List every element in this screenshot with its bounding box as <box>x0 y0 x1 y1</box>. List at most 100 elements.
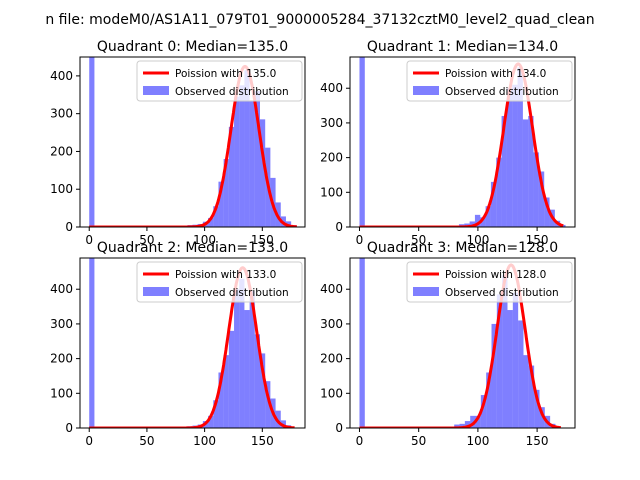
y-tick-label: 100 <box>50 386 73 400</box>
histogram-bar <box>234 96 240 227</box>
histogram-bar <box>517 67 523 227</box>
legend-frame <box>136 261 303 303</box>
legend-swatch-observed <box>143 86 169 95</box>
subplot-title: Quadrant 2: Median=133.0 <box>97 240 288 256</box>
x-tick-label: 150 <box>526 233 549 247</box>
histogram-bar <box>239 85 245 227</box>
x-tick-label: 0 <box>85 233 93 247</box>
histogram-bar <box>522 119 529 227</box>
subplot-title: Quadrant 0: Median=135.0 <box>97 39 288 55</box>
x-tick-label: 50 <box>139 434 154 448</box>
y-tick-label: 400 <box>320 81 343 95</box>
axes-frame <box>79 56 306 228</box>
x-tick-label: 50 <box>411 434 426 448</box>
legend-label-poisson: Poission with 134.0 <box>445 68 546 80</box>
histogram-bar <box>496 157 502 227</box>
histogram-bar <box>486 372 492 428</box>
histogram-bar <box>249 100 255 227</box>
histogram-bar <box>223 159 229 227</box>
histogram-bar <box>544 197 550 227</box>
x-tick-label: 100 <box>193 233 216 247</box>
histogram-bar <box>480 395 487 428</box>
legend-frame <box>406 261 573 303</box>
y-tick-label: 300 <box>50 317 73 331</box>
x-tick-label: 100 <box>466 233 489 247</box>
legend-label-poisson: Poission with 135.0 <box>175 68 276 80</box>
histogram-bar <box>528 365 535 428</box>
histogram-bar <box>244 70 250 227</box>
y-tick-label: 300 <box>50 107 73 121</box>
legend: Poission with 128.0 Observed distribution <box>406 261 573 303</box>
histogram-bar <box>254 91 260 227</box>
histogram-bar <box>512 84 518 227</box>
subplot-title: Quadrant 1: Median=134.0 <box>367 39 558 55</box>
histogram-bar <box>223 355 229 428</box>
y-tick-label: 200 <box>320 352 343 366</box>
histogram-bar <box>234 289 240 428</box>
histogram-bar <box>89 258 95 428</box>
legend-frame <box>136 60 303 102</box>
histogram-bar <box>218 181 224 227</box>
x-tick-label: 0 <box>85 434 93 448</box>
subplots-grid: 0 50 100 150 0 100 200 300 400 Quadrant 0: Median… <box>50 39 576 448</box>
histogram-bar <box>501 115 507 227</box>
histogram-bar <box>254 334 260 428</box>
legend-label-observed: Observed distribution <box>175 287 289 299</box>
histogram-bar <box>506 88 513 227</box>
y-tick-label: 0 <box>335 421 343 435</box>
legend-label-poisson: Poission with 128.0 <box>445 269 546 281</box>
legend-swatch-observed <box>143 287 169 296</box>
histogram-bar <box>218 372 224 428</box>
histogram-bar <box>228 126 235 227</box>
y-tick-label: 100 <box>50 182 73 196</box>
x-tick-label: 0 <box>356 233 364 247</box>
axes-frame <box>79 257 306 429</box>
subplot-title: Quadrant 3: Median=128.0 <box>367 240 558 256</box>
y-tick-label: 0 <box>65 220 73 234</box>
y-tick-label: 300 <box>320 317 343 331</box>
histogram-bar <box>512 292 519 428</box>
legend-swatch-observed <box>413 86 439 95</box>
histogram-bar <box>454 424 460 428</box>
histogram-bar <box>528 115 534 227</box>
x-tick-label: 150 <box>251 434 274 448</box>
y-tick-label: 400 <box>50 282 73 296</box>
histogram-bar <box>228 330 235 428</box>
histogram-bar <box>265 381 271 428</box>
histogram-bar <box>464 421 471 428</box>
histogram-bar <box>502 275 508 428</box>
y-tick-label: 0 <box>65 421 73 435</box>
subplot-quadrant-0: 0 50 100 150 0 100 200 300 400 Quadrant 0: Median… <box>50 39 306 247</box>
histogram-bar <box>491 323 497 428</box>
subplot-quadrant-3: 0 50 100 150 0 100 200 300 400 Quadrant 3: Median… <box>320 240 576 448</box>
histogram-bar <box>507 310 513 428</box>
legend-swatch-observed <box>413 287 439 296</box>
histogram-bar <box>490 181 497 227</box>
histogram-bar <box>470 415 476 428</box>
histogram-bar <box>89 57 95 227</box>
legend: Poission with 133.0 Observed distribution <box>136 261 303 303</box>
histogram-bar <box>496 294 503 428</box>
y-tick-label: 200 <box>50 352 73 366</box>
x-tick-label: 50 <box>139 233 154 247</box>
histogram-bar <box>260 119 266 227</box>
histogram-bar <box>539 407 545 428</box>
histogram-bar <box>359 258 365 428</box>
histogram-bar <box>518 320 524 428</box>
plot-area <box>358 57 566 227</box>
y-tick-label: 200 <box>320 151 343 165</box>
x-tick-label: 0 <box>356 434 364 448</box>
axes-frame <box>349 257 576 429</box>
y-tick-label: 300 <box>320 116 343 130</box>
histogram-bar <box>538 171 545 227</box>
figure-suptitle: n file: modeM0/AS1A11_079T01_9000005284_… <box>45 12 594 28</box>
x-tick-label: 150 <box>251 233 274 247</box>
histogram-bar <box>208 217 214 227</box>
histogram-bar <box>260 353 266 428</box>
axes-frame <box>349 56 576 228</box>
y-tick-label: 400 <box>320 282 343 296</box>
y-tick-label: 100 <box>320 386 343 400</box>
histogram-bar <box>213 206 219 227</box>
legend: Poission with 134.0 Observed distribution <box>406 60 573 102</box>
